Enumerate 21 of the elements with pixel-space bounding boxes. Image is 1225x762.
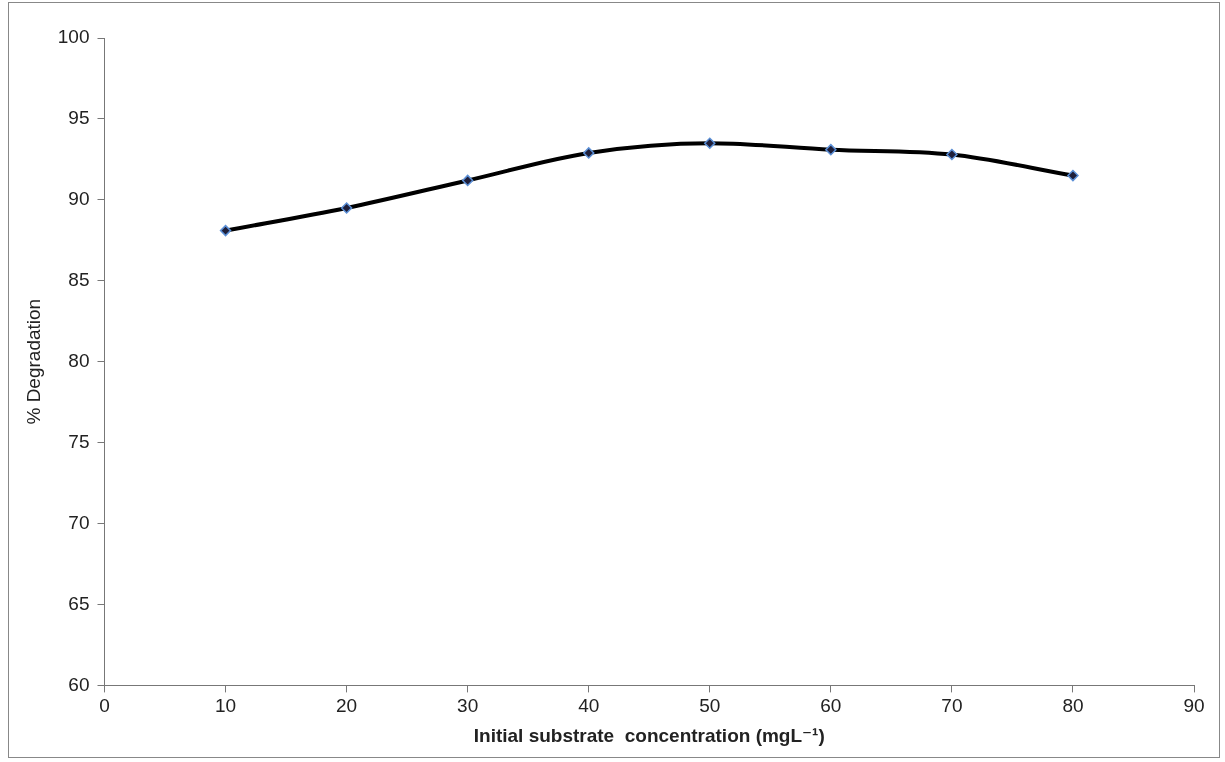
x-tick-label: 90 xyxy=(1183,695,1205,717)
y-tick-label: 95 xyxy=(68,107,90,129)
x-tick-label: 40 xyxy=(578,695,600,717)
x-tick-label: 80 xyxy=(1062,695,1084,717)
y-tick-label: 75 xyxy=(68,430,90,452)
x-tick-label: 20 xyxy=(336,695,358,717)
x-tick-label: 30 xyxy=(457,695,479,717)
y-tick-label: 80 xyxy=(68,349,90,371)
y-axis-title: % Degradation xyxy=(22,298,44,425)
y-tick-label: 70 xyxy=(68,511,90,533)
y-tick-label: 100 xyxy=(57,26,90,48)
y-tick-label: 85 xyxy=(68,269,90,291)
x-tick-label: 10 xyxy=(214,695,237,717)
y-tick-label: 65 xyxy=(68,592,90,614)
y-tick-label: 90 xyxy=(68,188,90,210)
x-tick-label: 50 xyxy=(699,695,721,717)
y-tick-label: 60 xyxy=(68,673,90,695)
x-tick-label: 60 xyxy=(820,695,842,717)
x-tick-label: 0 xyxy=(99,695,110,717)
x-tick-label: 70 xyxy=(941,695,963,717)
x-axis-title: Initial substrate concentration (mgL⁻¹) xyxy=(473,724,825,746)
